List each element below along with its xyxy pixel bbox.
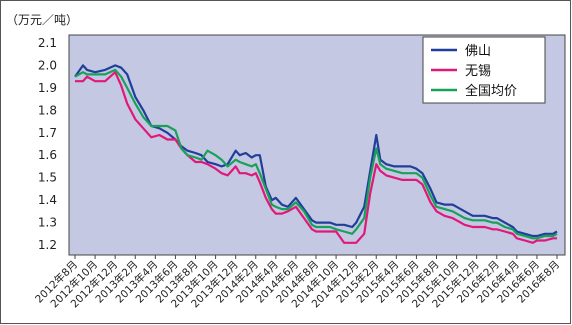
y-tick-label: 1.8 xyxy=(38,103,57,117)
legend-label: 无锡 xyxy=(465,64,491,79)
series-line-2 xyxy=(74,68,558,240)
legend-label: 佛山 xyxy=(465,44,491,59)
y-tick-label: 2.1 xyxy=(38,36,57,50)
legend-label: 全国均价 xyxy=(465,83,517,99)
y-tick-label: 1.7 xyxy=(38,126,57,140)
series-line-1 xyxy=(75,71,557,244)
y-tick-label: 1.9 xyxy=(38,81,57,95)
unit-label: （万元／吨） xyxy=(6,13,78,27)
y-tick-label: 1.3 xyxy=(38,216,57,230)
series-line-0 xyxy=(74,64,558,238)
y-tick-label: 1.4 xyxy=(38,193,57,207)
y-axis: 2.1 2.0 1.9 1.8 1.7 1.6 1.5 1.4 1.3 1.2 xyxy=(38,36,57,252)
y-tick-label: 2.0 xyxy=(38,58,57,72)
y-tick-label: 1.6 xyxy=(38,148,57,162)
series-lines xyxy=(74,64,558,244)
x-axis: 2012年8月2012年10月2012年12月2013年2月2013年4月201… xyxy=(32,255,562,310)
y-tick-label: 1.5 xyxy=(38,171,57,185)
y-tick-label: 1.2 xyxy=(38,238,57,252)
